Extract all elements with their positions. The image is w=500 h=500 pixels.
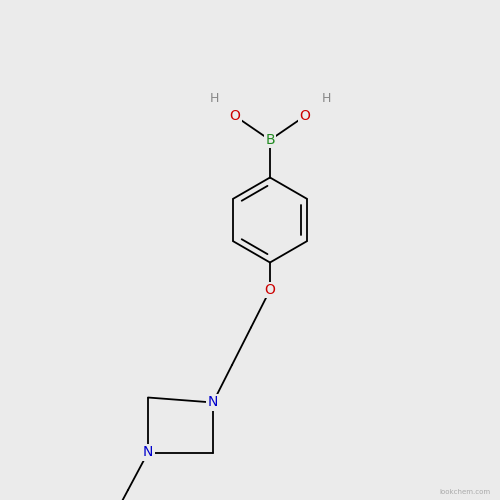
Text: H: H	[322, 92, 330, 105]
Text: B: B	[265, 133, 275, 147]
Text: O: O	[230, 109, 240, 123]
Text: lookchem.com: lookchem.com	[439, 489, 490, 495]
Text: H: H	[210, 92, 218, 105]
Text: O: O	[300, 109, 310, 123]
Text: N: N	[143, 446, 153, 460]
Text: O: O	[264, 283, 276, 297]
Text: N: N	[208, 396, 218, 409]
